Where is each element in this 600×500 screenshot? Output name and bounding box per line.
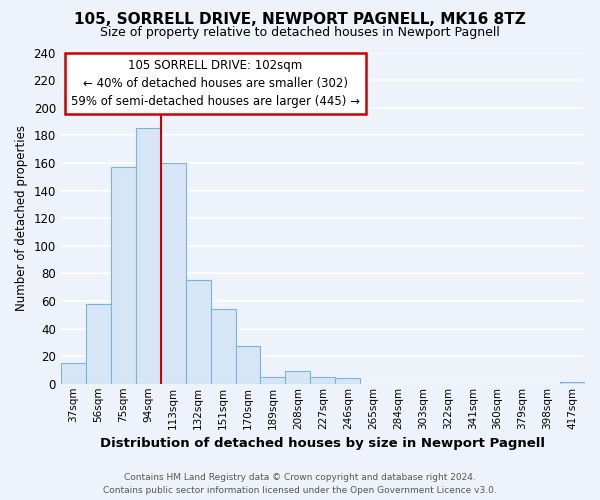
Bar: [185, 280, 211, 384]
Text: Contains HM Land Registry data © Crown copyright and database right 2024.
Contai: Contains HM Land Registry data © Crown c…: [103, 474, 497, 495]
Bar: [86, 304, 111, 384]
Text: Size of property relative to detached houses in Newport Pagnell: Size of property relative to detached ho…: [100, 26, 500, 39]
Bar: [136, 128, 161, 384]
Bar: [161, 163, 185, 384]
Bar: [236, 346, 260, 384]
Bar: [335, 378, 361, 384]
X-axis label: Distribution of detached houses by size in Newport Pagnell: Distribution of detached houses by size …: [100, 437, 545, 450]
Bar: [211, 309, 236, 384]
Bar: [310, 377, 335, 384]
Y-axis label: Number of detached properties: Number of detached properties: [15, 125, 28, 311]
Bar: [61, 363, 86, 384]
Bar: [286, 372, 310, 384]
Text: 105 SORRELL DRIVE: 102sqm
← 40% of detached houses are smaller (302)
59% of semi: 105 SORRELL DRIVE: 102sqm ← 40% of detac…: [71, 59, 360, 108]
Bar: [111, 167, 136, 384]
Text: 105, SORRELL DRIVE, NEWPORT PAGNELL, MK16 8TZ: 105, SORRELL DRIVE, NEWPORT PAGNELL, MK1…: [74, 12, 526, 28]
Bar: [260, 377, 286, 384]
Bar: [560, 382, 585, 384]
